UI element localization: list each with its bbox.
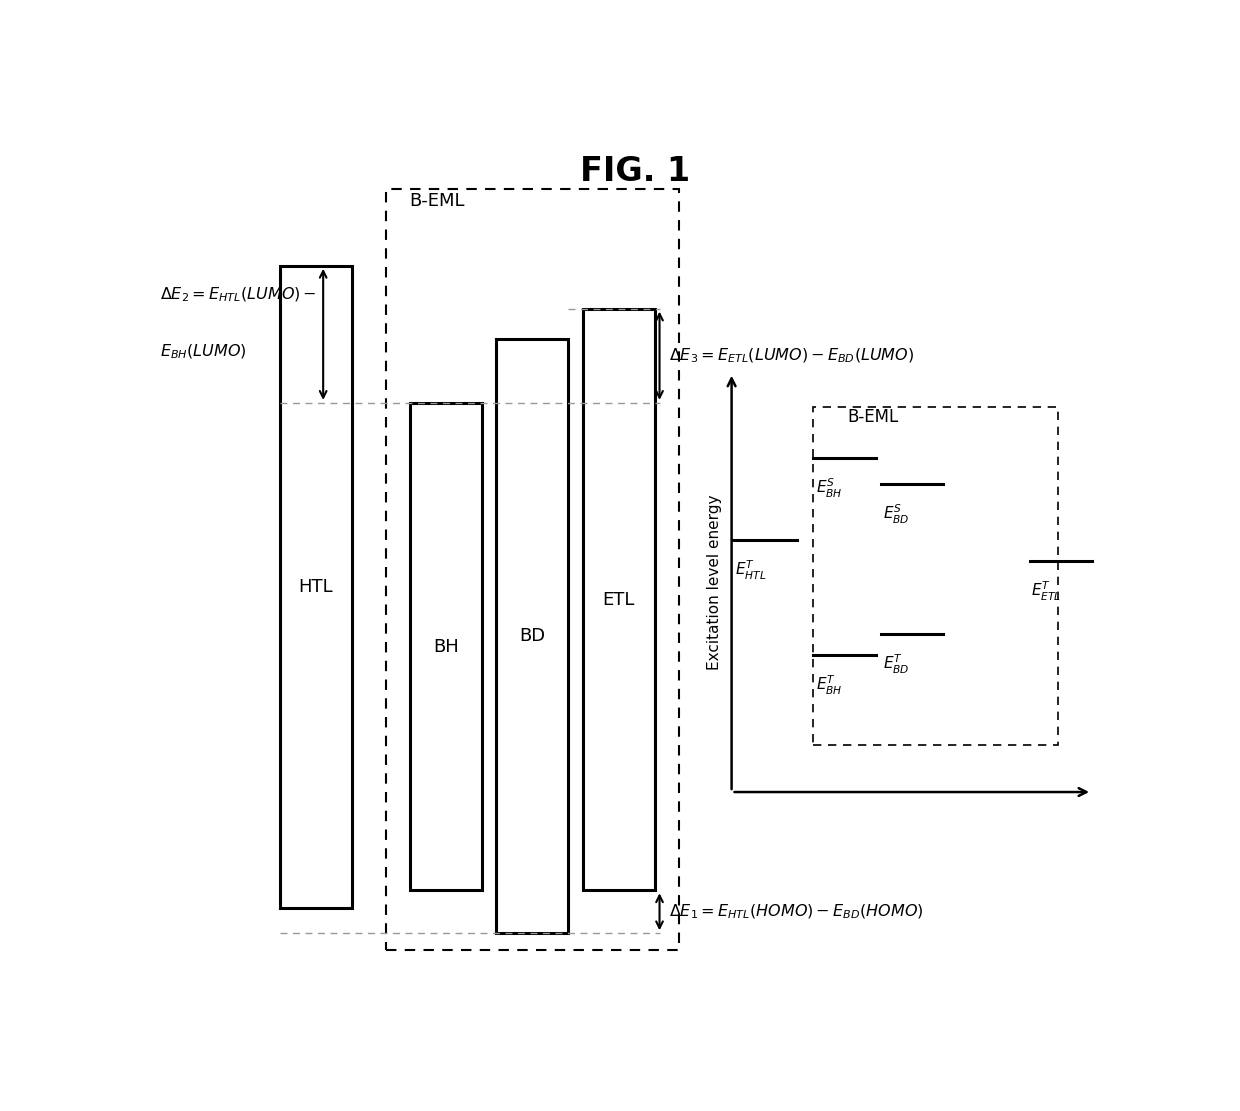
Text: $\Delta E_1=E_{HTL}(HOMO) - E_{BD}(HOMO)$: $\Delta E_1=E_{HTL}(HOMO) - E_{BD}(HOMO)… (670, 902, 924, 921)
Text: Excitation level energy: Excitation level energy (707, 494, 722, 670)
Bar (583, 309, 655, 890)
Text: $E^T_{ETL}$: $E^T_{ETL}$ (1032, 580, 1061, 603)
Text: $E^S_{BH}$: $E^S_{BH}$ (816, 478, 843, 500)
Text: B-EML: B-EML (847, 408, 898, 426)
Text: FIG. 1: FIG. 1 (580, 154, 691, 188)
Text: BH: BH (433, 638, 459, 655)
Bar (409, 403, 481, 890)
Text: $E^S_{BD}$: $E^S_{BD}$ (883, 503, 910, 527)
Text: $\Delta E_2=E_{HTL}(LUMO) -$: $\Delta E_2=E_{HTL}(LUMO) -$ (160, 286, 316, 304)
Text: $E^T_{BD}$: $E^T_{BD}$ (883, 652, 910, 675)
Bar (496, 339, 568, 933)
Text: ETL: ETL (603, 591, 635, 609)
Text: $E^T_{HTL}$: $E^T_{HTL}$ (735, 559, 766, 582)
Text: $E_{BH}(LUMO)$: $E_{BH}(LUMO)$ (160, 343, 247, 361)
Text: B-EML: B-EML (409, 192, 465, 210)
Text: $\Delta E_3=E_{ETL}(LUMO) - E_{BD}(LUMO)$: $\Delta E_3=E_{ETL}(LUMO) - E_{BD}(LUMO)… (670, 347, 914, 364)
Text: HTL: HTL (299, 578, 334, 595)
Text: $E^T_{BH}$: $E^T_{BH}$ (816, 674, 843, 698)
Bar (280, 266, 352, 908)
Text: BD: BD (520, 627, 546, 644)
